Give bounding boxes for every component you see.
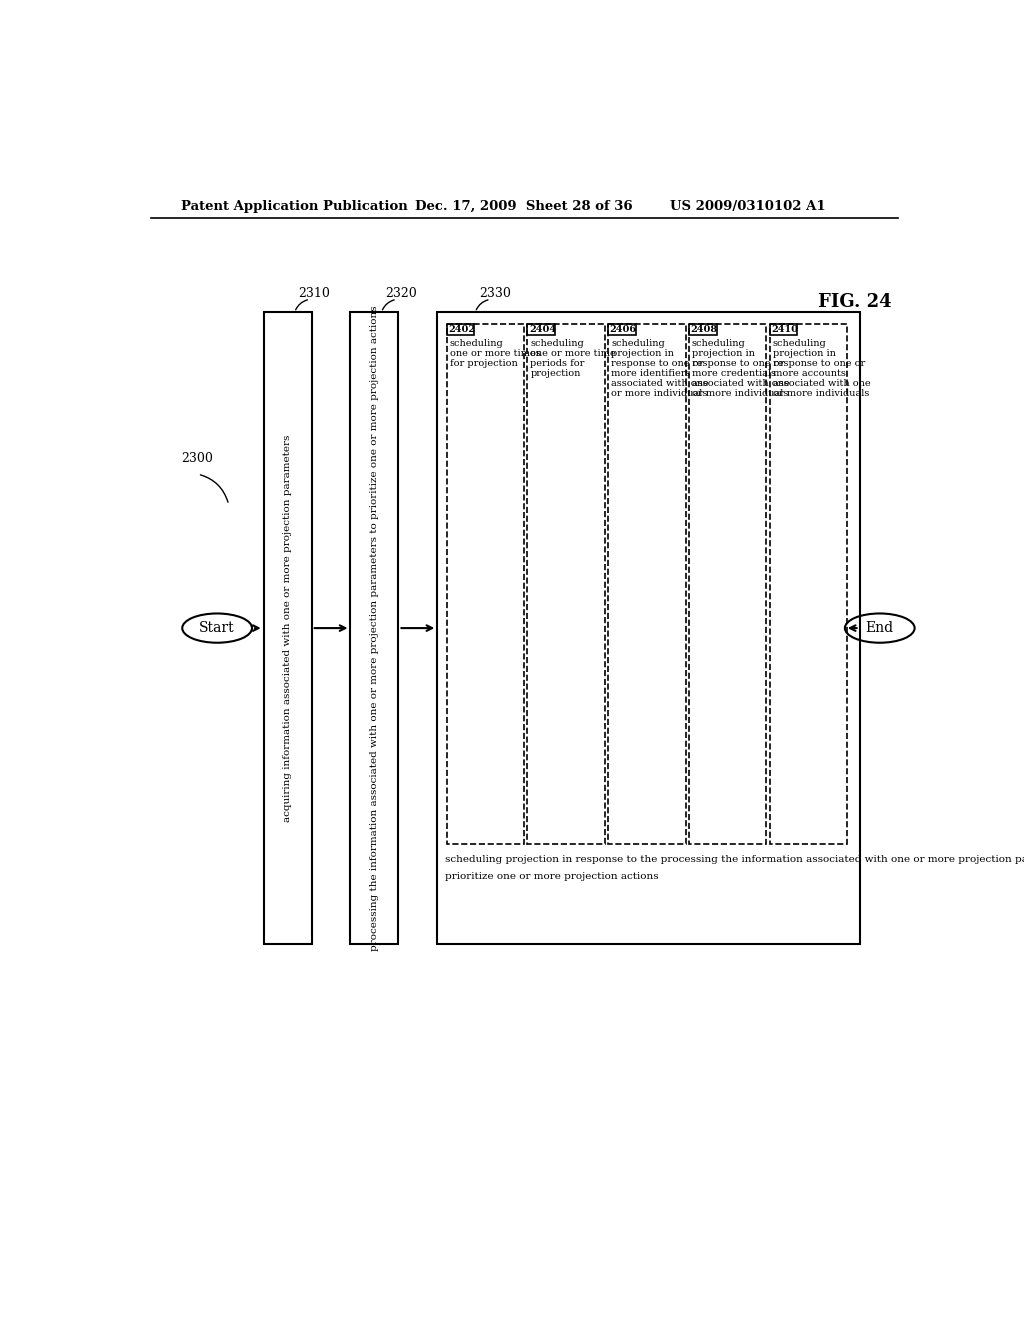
Text: 2310: 2310 <box>299 286 331 300</box>
Text: 2406: 2406 <box>609 325 637 334</box>
Text: more identifiers: more identifiers <box>611 370 690 379</box>
Text: Start: Start <box>200 622 234 635</box>
Text: FIG. 24: FIG. 24 <box>818 293 891 312</box>
Text: associated with one: associated with one <box>611 379 709 388</box>
Text: End: End <box>865 622 894 635</box>
Text: projection: projection <box>530 370 581 379</box>
Bar <box>527 323 555 335</box>
Text: response to one or: response to one or <box>692 359 784 368</box>
Text: scheduling: scheduling <box>530 339 584 348</box>
Text: 2330: 2330 <box>479 286 511 300</box>
Text: one or more time: one or more time <box>530 350 616 358</box>
Bar <box>608 323 686 843</box>
Bar <box>608 323 636 335</box>
Text: scheduling: scheduling <box>773 339 826 348</box>
Text: scheduling: scheduling <box>692 339 745 348</box>
Text: scheduling projection in response to the processing the information associated w: scheduling projection in response to the… <box>445 855 1024 865</box>
Text: scheduling: scheduling <box>450 339 504 348</box>
Text: response to one or: response to one or <box>773 359 865 368</box>
Text: processing the information associated with one or more projection parameters to : processing the information associated wi… <box>370 305 379 950</box>
Text: 2300: 2300 <box>180 453 213 465</box>
Bar <box>527 323 605 843</box>
Bar <box>437 313 859 944</box>
Text: more accounts: more accounts <box>773 370 846 379</box>
Text: Patent Application Publication: Patent Application Publication <box>180 199 408 213</box>
Text: or more individuals: or more individuals <box>773 389 869 399</box>
Text: US 2009/0310102 A1: US 2009/0310102 A1 <box>671 199 826 213</box>
Text: one or more times: one or more times <box>450 350 541 358</box>
Text: acquiring information associated with one or more projection parameters: acquiring information associated with on… <box>284 434 292 822</box>
Bar <box>689 323 717 335</box>
Text: 2402: 2402 <box>449 325 475 334</box>
Bar <box>446 323 474 335</box>
Text: periods for: periods for <box>530 359 585 368</box>
Text: scheduling: scheduling <box>611 339 665 348</box>
Text: projection in: projection in <box>773 350 836 358</box>
Text: 2404: 2404 <box>528 325 556 334</box>
Bar <box>263 313 311 944</box>
Text: associated with one: associated with one <box>773 379 870 388</box>
Text: projection in: projection in <box>692 350 755 358</box>
Text: 2410: 2410 <box>771 325 798 334</box>
Bar <box>446 323 524 843</box>
Text: or more individuals: or more individuals <box>611 389 708 399</box>
Text: prioritize one or more projection actions: prioritize one or more projection action… <box>445 873 658 882</box>
Bar <box>689 323 766 843</box>
Text: projection in: projection in <box>611 350 674 358</box>
Text: or more individuals: or more individuals <box>692 389 788 399</box>
Bar <box>770 323 847 843</box>
Text: associated with one: associated with one <box>692 379 790 388</box>
Bar <box>350 313 398 944</box>
Bar <box>770 323 798 335</box>
Text: Dec. 17, 2009  Sheet 28 of 36: Dec. 17, 2009 Sheet 28 of 36 <box>415 199 633 213</box>
Text: response to one or: response to one or <box>611 359 703 368</box>
Text: for projection: for projection <box>450 359 517 368</box>
Text: 2408: 2408 <box>690 325 718 334</box>
Text: more credentials: more credentials <box>692 370 776 379</box>
Text: 2320: 2320 <box>385 286 417 300</box>
